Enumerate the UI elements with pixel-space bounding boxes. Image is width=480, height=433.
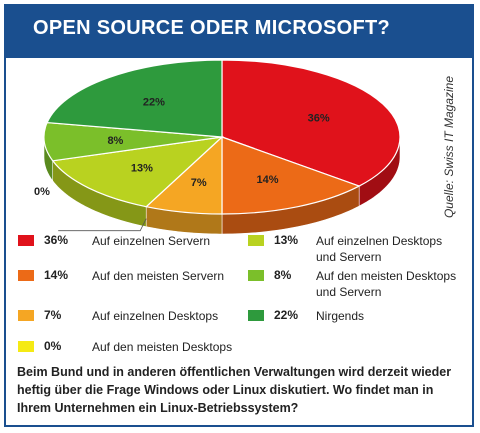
legend-label: Auf den meisten Servern xyxy=(92,269,225,283)
pie-slice-4 xyxy=(51,136,224,208)
chart-title: OPEN SOURCE ODER MICROSOFT? xyxy=(33,17,391,39)
legend-label: Auf den meisten Desktops und Servern xyxy=(316,269,457,299)
legend-swatch xyxy=(18,310,34,321)
legend-label: Auf einzelnen Desktops xyxy=(92,309,219,323)
title-bar: OPEN SOURCE ODER MICROSOFT? xyxy=(6,6,472,58)
zero-slice-leader-line xyxy=(58,218,147,232)
data-label-0: 36% xyxy=(308,112,330,124)
data-label-4: 13% xyxy=(131,163,153,175)
legend-swatch xyxy=(248,235,264,246)
data-label-5: 8% xyxy=(107,135,123,147)
legend-value: 7% xyxy=(44,308,62,322)
pie-slice-5 xyxy=(43,121,223,162)
legend-label: Auf den meisten Desktops xyxy=(92,340,233,354)
legend-swatch xyxy=(248,270,264,281)
data-label-1: 14% xyxy=(256,174,278,186)
legend-value: 36% xyxy=(44,233,69,247)
legend-value: 13% xyxy=(274,233,299,247)
legend-value: 8% xyxy=(274,268,292,282)
data-label-6: 22% xyxy=(143,96,165,108)
data-label-2: 7% xyxy=(191,177,207,189)
legend-swatch xyxy=(18,270,34,281)
legend-label: Auf einzelnen Desktops und Servern xyxy=(316,234,443,264)
legend-value: 0% xyxy=(44,339,62,353)
pie-slice-1 xyxy=(221,136,361,215)
pie-slice-6 xyxy=(46,59,223,138)
legend-swatch xyxy=(18,235,34,246)
legend-swatch xyxy=(18,341,34,352)
legend-value: 22% xyxy=(274,308,299,322)
data-label-3: 0% xyxy=(34,186,50,198)
legend-swatch xyxy=(248,310,264,321)
legend-label: Nirgends xyxy=(316,309,365,323)
survey-question: Beim Bund und in anderen öffentlichen Ve… xyxy=(17,365,452,415)
pie-slice-0 xyxy=(221,59,401,187)
legend-value: 14% xyxy=(44,268,69,282)
source-note: Quelle: Swiss IT Magazine xyxy=(442,75,456,219)
legend-label: Auf einzelnen Servern xyxy=(92,234,211,248)
